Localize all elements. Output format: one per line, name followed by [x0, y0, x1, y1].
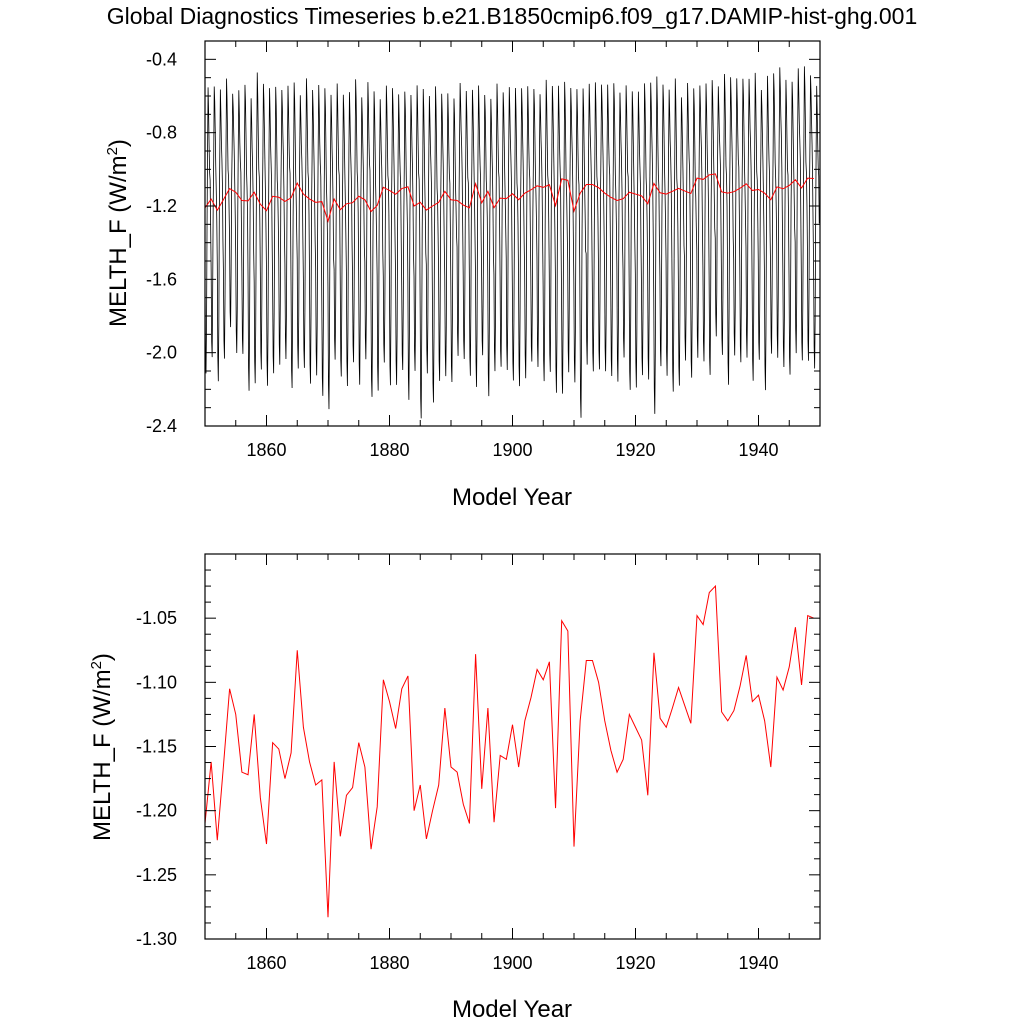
bottom-x-axis-label: Model Year [452, 996, 572, 1023]
bottom-y-label-main: MELTH_F (W/m [89, 669, 116, 841]
top-x-tick-label: 1900 [492, 440, 532, 460]
bottom-panel: 1860 1880 1900 1920 1940 -1.30 -1.25 -1.20 -1.15… [88, 553, 821, 1023]
bottom-x-tick-label: 1920 [615, 953, 655, 973]
top-y-label-sup: 2 [104, 147, 121, 155]
top-x-axis-label: Model Year [452, 484, 572, 511]
top-y-tick-label: -2.4 [146, 416, 177, 436]
top-annual-mean-line [205, 173, 814, 223]
bottom-annual-mean-line [205, 584, 815, 918]
bottom-y-tick-label: -1.25 [136, 865, 177, 885]
bottom-plot-frame [204, 553, 821, 940]
bottom-plot-lines [205, 584, 815, 918]
top-plot-frame [204, 40, 821, 427]
bottom-y-tick-label: -1.05 [136, 608, 177, 628]
bottom-x-tick-label: 1860 [246, 953, 286, 973]
bottom-y-tick-label: -1.30 [136, 929, 177, 949]
top-x-tick-label: 1920 [615, 440, 655, 460]
top-y-tick-label: -0.8 [146, 123, 177, 143]
top-y-axis-label: MELTH_F (W/m2) [104, 139, 132, 327]
top-panel: 1860 1880 1900 1920 1940 -2.4 -2.0 -1.6 -1.2 -0.8… [104, 40, 821, 511]
bottom-x-tick-label: 1880 [369, 953, 409, 973]
top-y-tick-label: -0.4 [146, 49, 177, 69]
bottom-y-axis-label: MELTH_F (W/m2) [88, 653, 116, 841]
top-y-tick-label: -2.0 [146, 343, 177, 363]
bottom-x-tick-label: 1940 [738, 953, 778, 973]
top-axis-ticks: 1860 1880 1900 1920 1940 -2.4 -2.0 -1.6 -1.2 -0.8… [146, 40, 821, 460]
monthly-series-line [205, 66, 820, 419]
bottom-y-tick-label: -1.20 [136, 801, 177, 821]
top-y-tick-label: -1.6 [146, 269, 177, 289]
bottom-y-label-sup: 2 [88, 661, 105, 669]
bottom-axis-ticks: 1860 1880 1900 1920 1940 -1.30 -1.25 -1.20 -1.15… [136, 553, 821, 973]
top-x-tick-label: 1880 [369, 440, 409, 460]
top-x-tick-label: 1940 [738, 440, 778, 460]
bottom-y-tick-label: -1.10 [136, 672, 177, 692]
bottom-y-tick-label: -1.15 [136, 737, 177, 757]
top-x-tick-label: 1860 [246, 440, 286, 460]
chart-title: Global Diagnostics Timeseries b.e21.B185… [107, 3, 918, 29]
bottom-y-label-close: ) [89, 653, 116, 661]
top-plot-lines [205, 66, 820, 419]
top-y-tick-label: -1.2 [146, 196, 177, 216]
top-y-label-close: ) [105, 139, 132, 147]
bottom-x-tick-label: 1900 [492, 953, 532, 973]
top-y-label-main: MELTH_F (W/m [105, 155, 132, 327]
